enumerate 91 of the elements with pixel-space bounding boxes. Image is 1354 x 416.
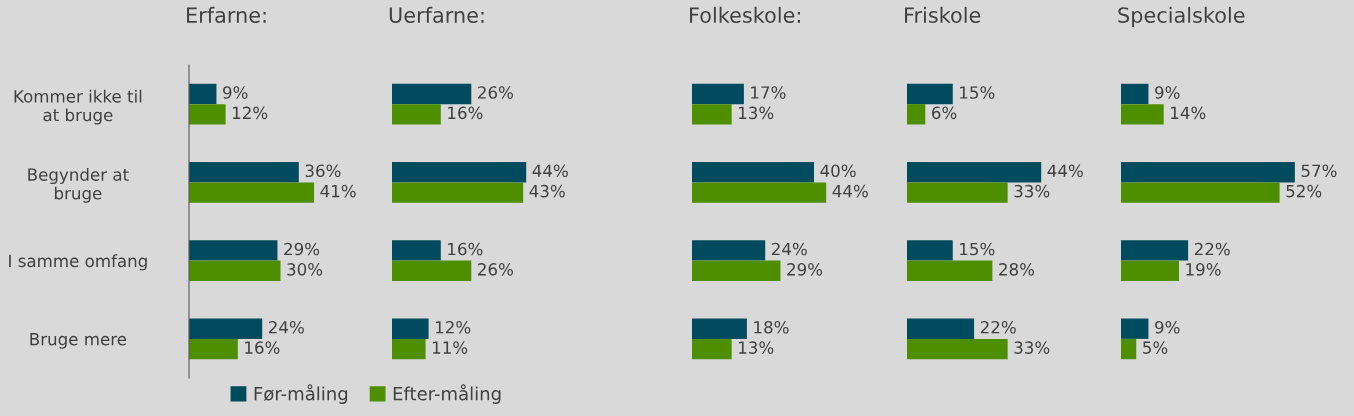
data-label: 33% bbox=[1014, 184, 1050, 198]
data-label: 12% bbox=[435, 320, 471, 334]
bar bbox=[392, 318, 429, 339]
bar bbox=[692, 182, 827, 203]
bar bbox=[1121, 162, 1295, 183]
bar bbox=[189, 338, 238, 360]
bar bbox=[189, 318, 263, 339]
bar bbox=[392, 260, 472, 281]
bar bbox=[392, 240, 441, 261]
data-label: 52% bbox=[1286, 184, 1322, 198]
bar bbox=[692, 318, 747, 339]
data-label: 9% bbox=[223, 86, 248, 99]
legend-label: Før-måling bbox=[254, 384, 348, 404]
bar bbox=[907, 260, 993, 281]
data-label: 44% bbox=[532, 164, 568, 178]
bar bbox=[692, 260, 781, 281]
data-label: 13% bbox=[739, 341, 774, 354]
legend-label: Efter-måling bbox=[393, 384, 501, 404]
bar bbox=[1121, 83, 1149, 105]
bar bbox=[907, 318, 975, 339]
data-label: 16% bbox=[448, 242, 483, 256]
data-label: 43% bbox=[529, 184, 565, 198]
data-label: 29% bbox=[787, 263, 823, 276]
bar bbox=[692, 240, 766, 261]
data-label: 24% bbox=[771, 242, 807, 256]
data-label: 11% bbox=[432, 341, 468, 354]
data-label: 40% bbox=[820, 164, 856, 178]
data-label: 22% bbox=[1194, 242, 1230, 256]
data-label: 9% bbox=[1155, 86, 1180, 99]
bar bbox=[692, 104, 732, 125]
chart-title: Friskole bbox=[905, 6, 981, 23]
bar bbox=[1121, 318, 1149, 339]
data-label: 44% bbox=[1047, 164, 1083, 178]
bar bbox=[189, 104, 226, 125]
bar bbox=[907, 338, 1008, 360]
bar bbox=[907, 104, 926, 125]
data-label: 13% bbox=[739, 106, 774, 120]
bar bbox=[392, 182, 524, 203]
data-label: 36% bbox=[305, 164, 341, 178]
bar bbox=[1121, 182, 1280, 203]
chart-title: Folkeskole: bbox=[690, 6, 800, 23]
y-tick-label: Begynder at bruge bbox=[28, 167, 129, 203]
bar bbox=[1121, 104, 1164, 125]
bar bbox=[189, 182, 315, 203]
data-label: 15% bbox=[960, 242, 995, 256]
bar bbox=[392, 83, 472, 105]
bar bbox=[189, 260, 281, 281]
chart-title: Erfarne: bbox=[187, 6, 266, 23]
data-label: 19% bbox=[1186, 263, 1221, 276]
bar bbox=[392, 104, 441, 125]
bar bbox=[1121, 240, 1189, 261]
chart-title: Specialskole bbox=[1118, 6, 1245, 27]
y-tick-label: I samme omfang bbox=[9, 254, 147, 271]
bar bbox=[189, 240, 278, 261]
data-label: 24% bbox=[268, 320, 304, 334]
y-tick-label: Bruge mere bbox=[30, 333, 127, 349]
bar bbox=[907, 240, 953, 261]
data-label: 16% bbox=[245, 341, 280, 354]
bar bbox=[907, 182, 1008, 203]
data-label: 57% bbox=[1301, 164, 1337, 178]
data-label: 44% bbox=[832, 184, 868, 198]
data-label: 14% bbox=[1171, 106, 1206, 120]
data-label: 15% bbox=[960, 86, 995, 99]
y-tick-label: Kommer ikke til at bruge bbox=[14, 89, 142, 125]
bar bbox=[189, 162, 299, 183]
data-label: 16% bbox=[448, 106, 483, 120]
data-label: 22% bbox=[980, 320, 1016, 334]
bar bbox=[1121, 260, 1179, 281]
bar bbox=[392, 338, 426, 360]
data-label: 41% bbox=[320, 184, 356, 198]
data-label: 18% bbox=[754, 320, 789, 334]
bar bbox=[692, 83, 744, 105]
bar bbox=[1121, 338, 1137, 360]
bar bbox=[907, 83, 953, 105]
data-label: 30% bbox=[287, 263, 323, 276]
data-label: 26% bbox=[478, 263, 513, 276]
bar bbox=[392, 162, 527, 183]
data-label: 29% bbox=[284, 242, 320, 256]
bar bbox=[189, 83, 217, 105]
data-label: 17% bbox=[751, 86, 786, 99]
data-label: 33% bbox=[1014, 341, 1050, 354]
bar bbox=[692, 338, 732, 360]
data-label: 26% bbox=[478, 86, 513, 99]
bar bbox=[907, 162, 1042, 183]
chart-title: Uerfarne: bbox=[389, 6, 484, 23]
data-label: 9% bbox=[1155, 320, 1180, 334]
data-label: 28% bbox=[999, 263, 1035, 276]
data-label: 6% bbox=[932, 106, 957, 120]
data-label: 5% bbox=[1143, 341, 1168, 354]
data-label: 12% bbox=[232, 106, 268, 120]
bar bbox=[692, 162, 814, 183]
